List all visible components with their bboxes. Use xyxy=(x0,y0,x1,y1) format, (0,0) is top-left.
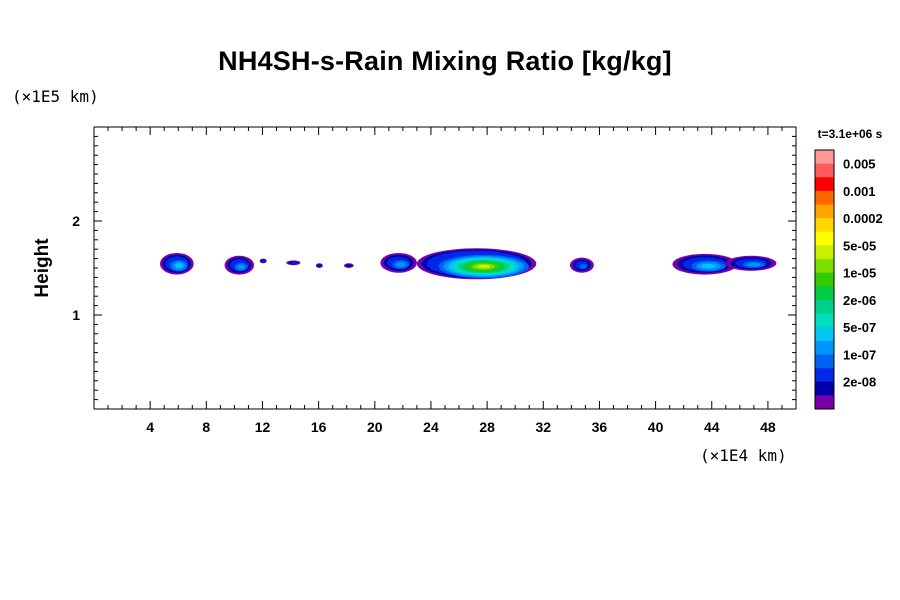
contour-level xyxy=(345,264,352,268)
contour-level xyxy=(477,264,491,269)
colorbar-label: 1e-05 xyxy=(843,266,876,281)
contour-level xyxy=(396,262,406,268)
colorbar-swatch xyxy=(815,272,834,287)
contour-blob xyxy=(259,258,267,264)
contour-blob xyxy=(380,252,417,273)
colorbar-swatch xyxy=(815,381,834,396)
x-tick-label: 36 xyxy=(592,419,608,435)
colorbar-frame xyxy=(814,149,835,410)
x-tick-label: 48 xyxy=(760,419,776,435)
x-tick-label: 24 xyxy=(423,419,439,435)
contour-level xyxy=(290,261,297,264)
contour-level xyxy=(261,259,265,262)
colorbar-label: 5e-07 xyxy=(843,320,876,335)
colorbar-swatch xyxy=(815,190,834,206)
colorbar-label: 5e-05 xyxy=(843,238,876,253)
x-tick-label: 12 xyxy=(255,419,271,435)
x-tick-label: 40 xyxy=(648,419,664,435)
colorbar-swatch xyxy=(815,313,834,328)
contour-blob xyxy=(286,260,301,266)
chart-title: NH4SH-s-Rain Mixing Ratio [kg/kg] xyxy=(218,46,672,76)
x-tick-label: 4 xyxy=(146,419,154,435)
x-tick-label: 16 xyxy=(311,419,327,435)
contour-blob xyxy=(569,257,594,273)
colorbar-swatch xyxy=(815,340,834,355)
contour-level xyxy=(237,264,245,270)
contour-level xyxy=(579,264,588,269)
contour-blob xyxy=(416,248,537,280)
x-axis-unit: (×1E4 km) xyxy=(700,446,787,465)
colorbar-swatch xyxy=(815,395,834,410)
contour-layer xyxy=(159,248,777,280)
y-axis-unit: (×1E5 km) xyxy=(12,87,99,106)
colorbar-swatch xyxy=(815,218,834,233)
x-tick-label: 20 xyxy=(367,419,383,435)
y-axis: 12 xyxy=(72,135,796,401)
colorbar-label: 0.0002 xyxy=(843,211,883,226)
colorbar-swatch xyxy=(815,286,834,301)
contour-level xyxy=(747,262,761,267)
x-tick-label: 44 xyxy=(704,419,720,435)
colorbar-label: 0.001 xyxy=(843,184,876,199)
contour-blob xyxy=(725,255,777,271)
colorbar-label: 2e-08 xyxy=(843,375,876,390)
colorbar-swatch xyxy=(815,204,834,219)
colorbar-swatch xyxy=(815,259,834,274)
colorbar-swatch xyxy=(815,163,834,178)
contour-level xyxy=(701,263,716,269)
colorbar-swatch xyxy=(815,354,834,369)
colorbar-swatch xyxy=(815,368,834,383)
x-tick-label: 8 xyxy=(202,419,210,435)
y-tick-label: 2 xyxy=(72,213,80,229)
colorbar-swatch xyxy=(815,177,834,192)
colorbar-label: 2e-06 xyxy=(843,293,876,308)
contour-blob xyxy=(343,263,354,268)
contour-blob xyxy=(315,263,323,268)
colorbar-swatch xyxy=(815,327,834,342)
contour-level xyxy=(317,264,322,268)
x-axis: 4 8 12 16 20 24 28 32 36 40 44 48 xyxy=(107,127,783,435)
contour-blob xyxy=(159,252,194,275)
x-tick-label: 32 xyxy=(535,419,551,435)
colorbar-swatch xyxy=(815,299,834,315)
contour-blob xyxy=(672,253,738,275)
contour-level xyxy=(175,263,183,269)
colorbar-label: 1e-07 xyxy=(843,347,876,362)
x-tick-label: 28 xyxy=(479,419,495,435)
colorbar-swatch xyxy=(815,150,834,165)
colorbar-label: 0.005 xyxy=(843,157,876,172)
colorbar-swatch xyxy=(815,245,834,260)
colorbar-swatch xyxy=(815,231,834,246)
time-label: t=3.1e+06 s xyxy=(818,127,883,141)
colorbar: 0.005 0.001 0.0002 5e-05 1e-05 2e-06 5e-07 1e-0… xyxy=(814,149,883,410)
y-tick-label: 1 xyxy=(72,307,80,323)
contour-blob xyxy=(224,255,255,275)
y-axis-label: Height xyxy=(32,238,53,298)
